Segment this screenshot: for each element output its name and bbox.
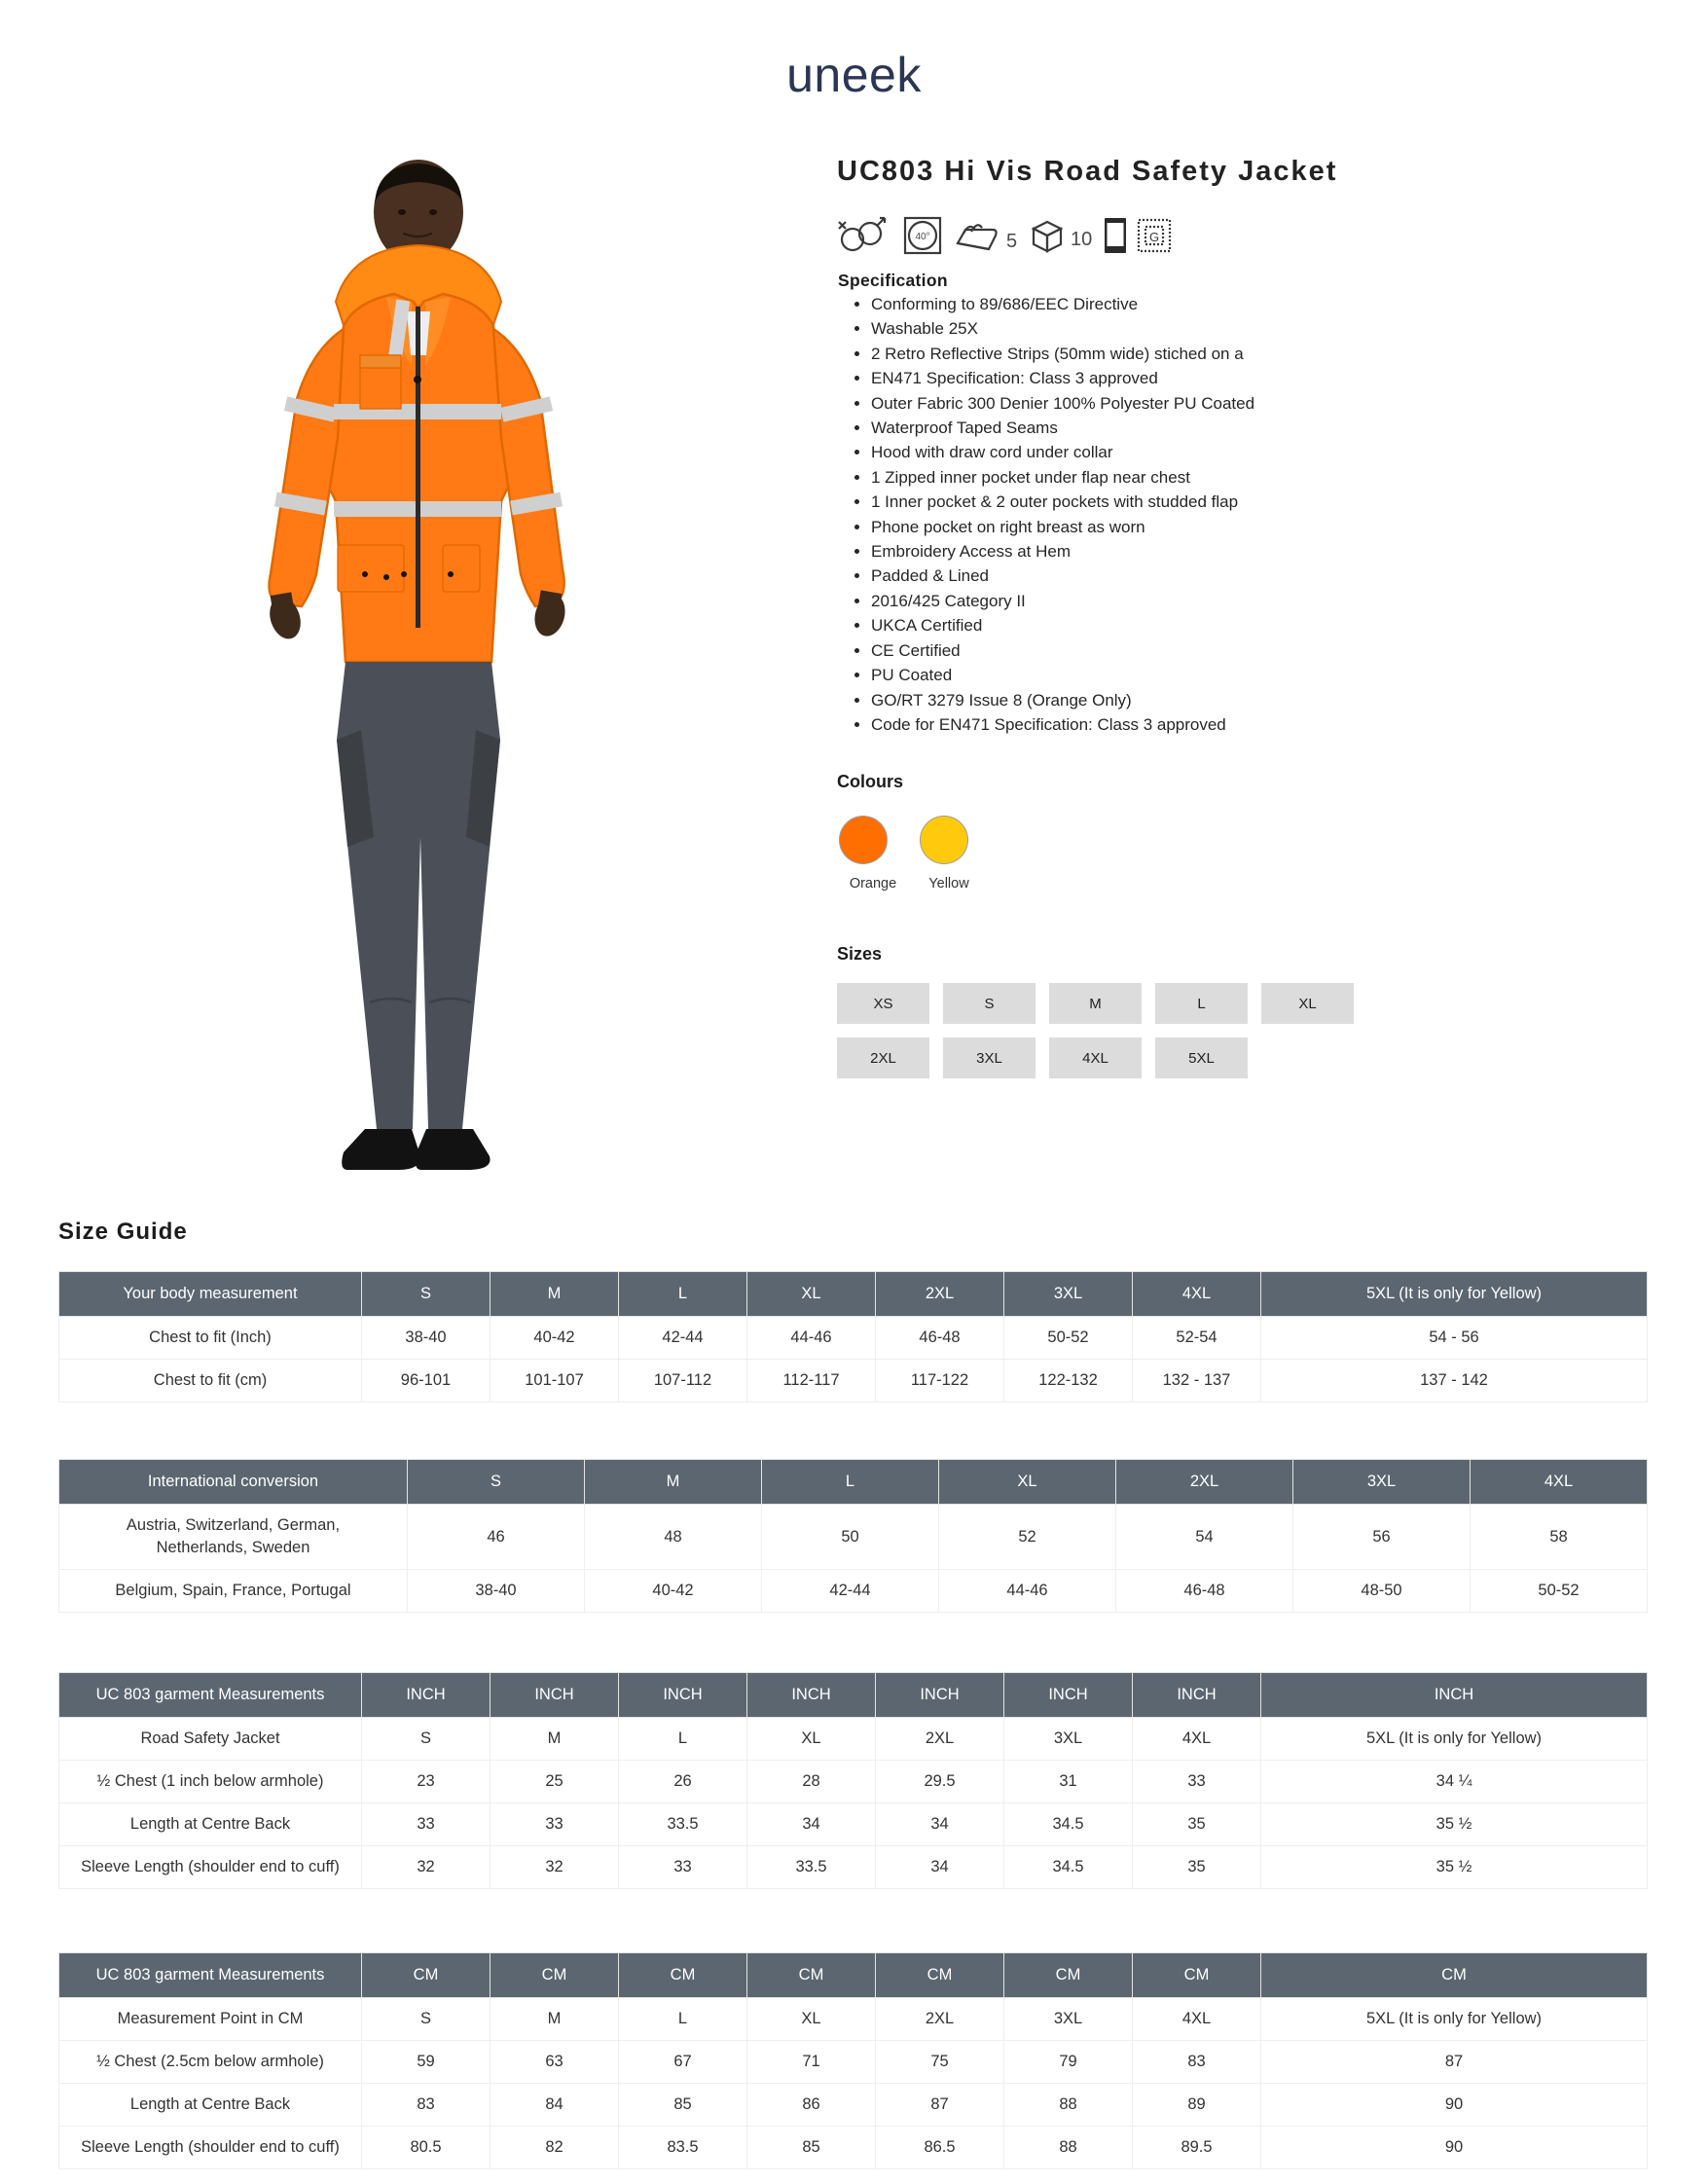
svg-text:10: 10 bbox=[1071, 229, 1092, 250]
svg-text:G: G bbox=[1149, 230, 1159, 244]
svg-text:5: 5 bbox=[1006, 231, 1017, 252]
svg-text:40°: 40° bbox=[915, 232, 929, 242]
